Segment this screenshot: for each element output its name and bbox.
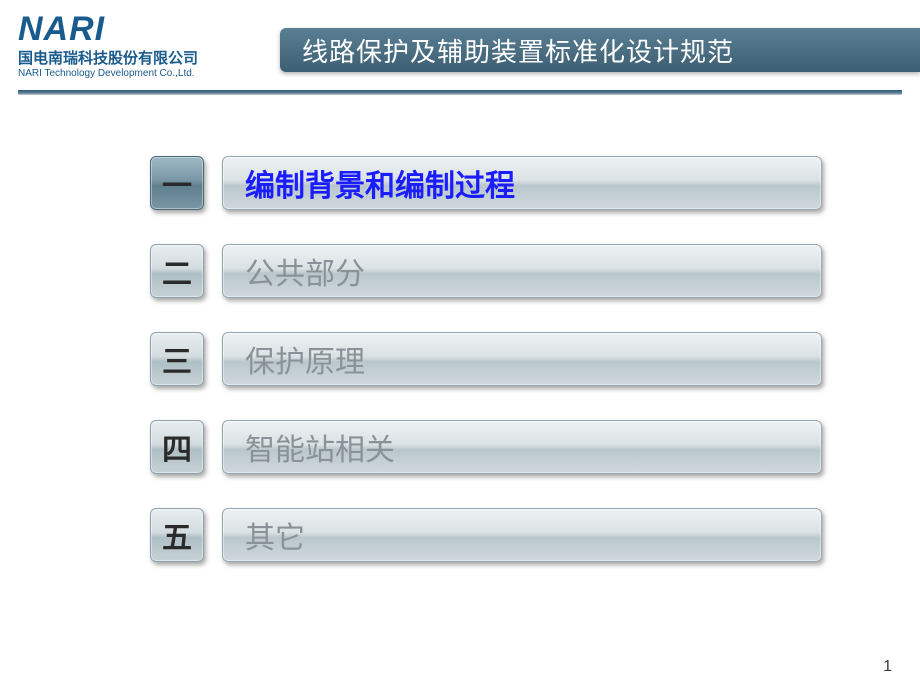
toc-label: 其它 (245, 513, 305, 557)
toc-number-box: 一 (150, 156, 204, 210)
toc-number-box: 四 (150, 420, 204, 474)
toc-label: 智能站相关 (245, 425, 395, 469)
toc-row-3: 三 保护原理 (150, 332, 830, 388)
table-of-contents: 一 编制背景和编制过程 二 公共部分 三 保护原理 四 智能站相关 五 其它 (150, 156, 830, 596)
toc-label: 保护原理 (245, 337, 365, 381)
toc-number: 一 (162, 161, 192, 205)
toc-label-box: 编制背景和编制过程 (222, 156, 822, 210)
toc-label-box: 保护原理 (222, 332, 822, 386)
page-number: 1 (883, 658, 892, 676)
toc-label: 编制背景和编制过程 (245, 161, 515, 205)
logo-brand: NARI (18, 10, 248, 49)
toc-row-5: 五 其它 (150, 508, 830, 564)
toc-row-1: 一 编制背景和编制过程 (150, 156, 830, 212)
toc-label-box: 其它 (222, 508, 822, 562)
logo-company-cn: 国电南瑞科技股份有限公司 (18, 47, 248, 68)
toc-row-2: 二 公共部分 (150, 244, 830, 300)
toc-label-box: 智能站相关 (222, 420, 822, 474)
toc-number: 四 (162, 425, 192, 469)
toc-number-box: 三 (150, 332, 204, 386)
logo-company-en: NARI Technology Development Co.,Ltd. (18, 68, 248, 79)
header-underline (18, 90, 902, 95)
toc-number: 五 (162, 513, 192, 557)
toc-number-box: 二 (150, 244, 204, 298)
toc-row-4: 四 智能站相关 (150, 420, 830, 476)
toc-label: 公共部分 (245, 249, 365, 293)
slide-title: 线路保护及辅助装置标准化设计规范 (280, 28, 920, 72)
toc-number: 二 (162, 249, 192, 293)
toc-number-box: 五 (150, 508, 204, 562)
header: NARI 国电南瑞科技股份有限公司 NARI Technology Develo… (0, 0, 920, 98)
toc-number: 三 (162, 337, 192, 381)
logo-block: NARI 国电南瑞科技股份有限公司 NARI Technology Develo… (18, 10, 248, 79)
toc-label-box: 公共部分 (222, 244, 822, 298)
